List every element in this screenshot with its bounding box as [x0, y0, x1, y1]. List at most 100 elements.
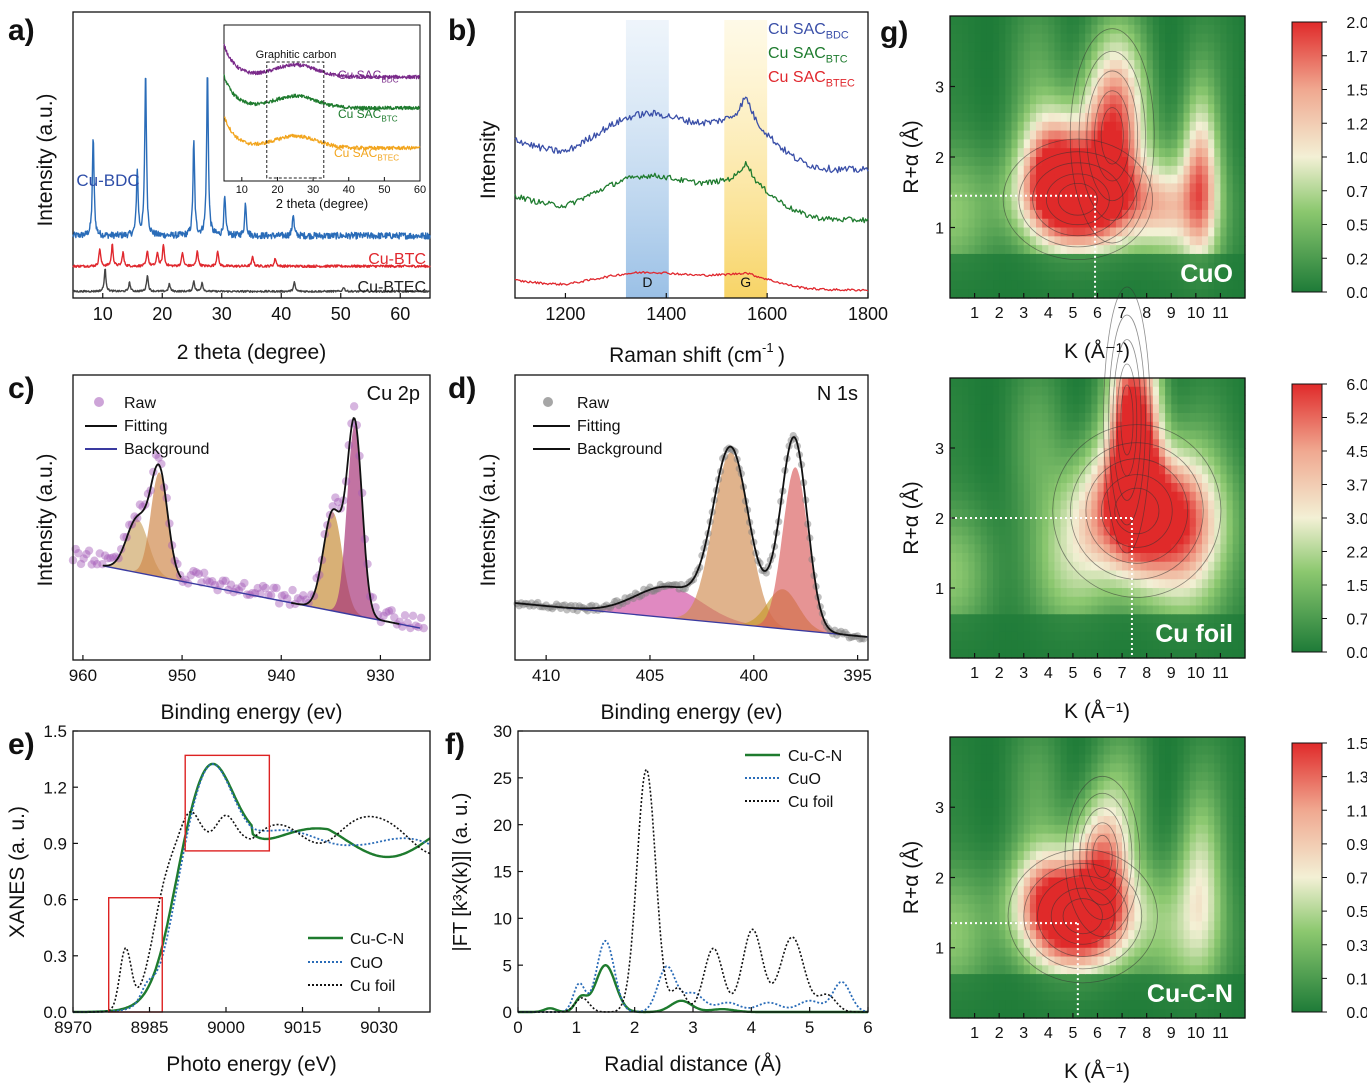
heatmap-cell [1079, 895, 1086, 905]
heatmap-cell [1103, 413, 1111, 423]
heatmap-cell [1128, 623, 1135, 633]
heatmap-cell [950, 974, 957, 984]
heatmap-cell [1017, 430, 1025, 440]
heatmap-cell [1115, 824, 1123, 835]
heatmap-cell [1085, 649, 1092, 659]
heatmap-cell [1195, 561, 1203, 572]
heatmap-cell [1134, 509, 1142, 519]
heatmap-cell [1091, 754, 1099, 764]
heatmap-cell [1036, 824, 1043, 835]
heatmap-cell [1201, 139, 1209, 149]
heatmap-cell [1109, 448, 1117, 458]
heatmap-cell [1054, 737, 1062, 747]
heatmap-cell [1134, 33, 1142, 44]
heatmap-cell [1134, 68, 1142, 79]
heatmap-cell [1232, 518, 1240, 528]
heatmap-cell [1183, 86, 1191, 96]
heatmap-cell [1189, 938, 1197, 949]
heatmap-cell [1085, 60, 1092, 70]
heatmap-cell [1042, 439, 1049, 449]
heatmap-cell [1140, 183, 1148, 193]
heatmap-cell [1011, 245, 1019, 255]
heatmap-cell [1165, 280, 1172, 290]
heatmap-cell [1226, 174, 1234, 185]
heatmap-cell [1189, 816, 1197, 826]
heatmap-cell [1128, 130, 1135, 140]
x-tick-label: 2 [995, 665, 1004, 682]
heatmap-cell [1189, 526, 1197, 537]
heatmap-cell [986, 430, 994, 440]
heatmap-cell [993, 86, 1000, 96]
heatmap-cell [1195, 245, 1203, 255]
heatmap-cell [968, 139, 976, 149]
fit-component [535, 586, 802, 631]
heatmap-cell [1177, 509, 1185, 519]
heatmap-cell [1201, 130, 1209, 140]
heatmap-cell [974, 86, 982, 96]
heatmap-cell [1036, 631, 1043, 642]
heatmap-cell [1060, 605, 1068, 615]
heatmap-cell [1054, 262, 1062, 273]
heatmap-cell [1023, 640, 1031, 650]
heatmap-cell [968, 930, 976, 940]
heatmap-cell [1232, 535, 1240, 545]
heatmap-cell [974, 868, 982, 879]
heatmap-cell [1158, 112, 1166, 123]
heatmap-cell [999, 947, 1006, 958]
heatmap-cell [1183, 579, 1191, 589]
heatmap-cell [1226, 157, 1234, 167]
heatmap-cell [1023, 886, 1031, 896]
heatmap-cell [1122, 938, 1129, 949]
heatmap-cell [1214, 491, 1222, 502]
heatmap-cell [1079, 474, 1086, 484]
heatmap-cell [1134, 596, 1142, 607]
heatmap-cell [1054, 16, 1062, 26]
panel-a-ylabel: Intensity (a.u.) [34, 93, 57, 226]
heatmap-cell [1134, 938, 1142, 949]
heatmap-cell [1029, 24, 1037, 35]
heatmap-cell [1079, 816, 1086, 826]
heatmap-cell [1122, 824, 1129, 835]
heatmap-cell [1066, 798, 1074, 808]
heatmap-cell [993, 807, 1000, 817]
heatmap-cell [1072, 395, 1080, 405]
heatmap-cell [1017, 280, 1025, 290]
heatmap-cell [1091, 209, 1099, 220]
x-tick-label: 8985 [131, 1018, 169, 1037]
heatmap-cell [950, 201, 957, 211]
contour-line [1002, 138, 1153, 260]
inset-series-line [223, 43, 421, 80]
heatmap-cell [1140, 745, 1148, 756]
heatmap-cell [956, 157, 963, 167]
heatmap-cell [1140, 280, 1148, 290]
heatmap-cell [1134, 798, 1142, 808]
heatmap-cell [993, 201, 1000, 211]
heatmap-cell [1214, 430, 1222, 440]
heatmap-cell [1177, 439, 1185, 449]
heatmap-cell [1232, 649, 1240, 659]
heatmap-cell [956, 1009, 963, 1019]
heatmap-cell [1189, 649, 1197, 659]
heatmap-cell [1072, 174, 1080, 185]
heatmap-cell [1029, 33, 1037, 44]
colorbar-label: 4.50 [1346, 444, 1367, 461]
heatmap-cell [1195, 798, 1203, 808]
heatmap-cell [1201, 236, 1209, 246]
heatmap-cell [1011, 209, 1019, 220]
heatmap-cell [1140, 553, 1148, 563]
heatmap-cell [1023, 553, 1031, 563]
heatmap-cell [1042, 148, 1049, 158]
heatmap-cell [1042, 974, 1049, 984]
heatmap-cell [1140, 448, 1148, 458]
inset-tick-label: 40 [343, 184, 355, 196]
heatmap-cell [1189, 157, 1197, 167]
heatmap-cell [1232, 201, 1240, 211]
heatmap-cell [1036, 605, 1043, 615]
heatmap-cell [1171, 772, 1178, 782]
heatmap-cell [1048, 877, 1056, 887]
heatmap-cell [1152, 649, 1160, 659]
heatmap-cell [986, 439, 994, 449]
heatmap-cell [1017, 780, 1025, 791]
heatmap-cell [1079, 280, 1086, 290]
heatmap-cell [950, 395, 957, 405]
